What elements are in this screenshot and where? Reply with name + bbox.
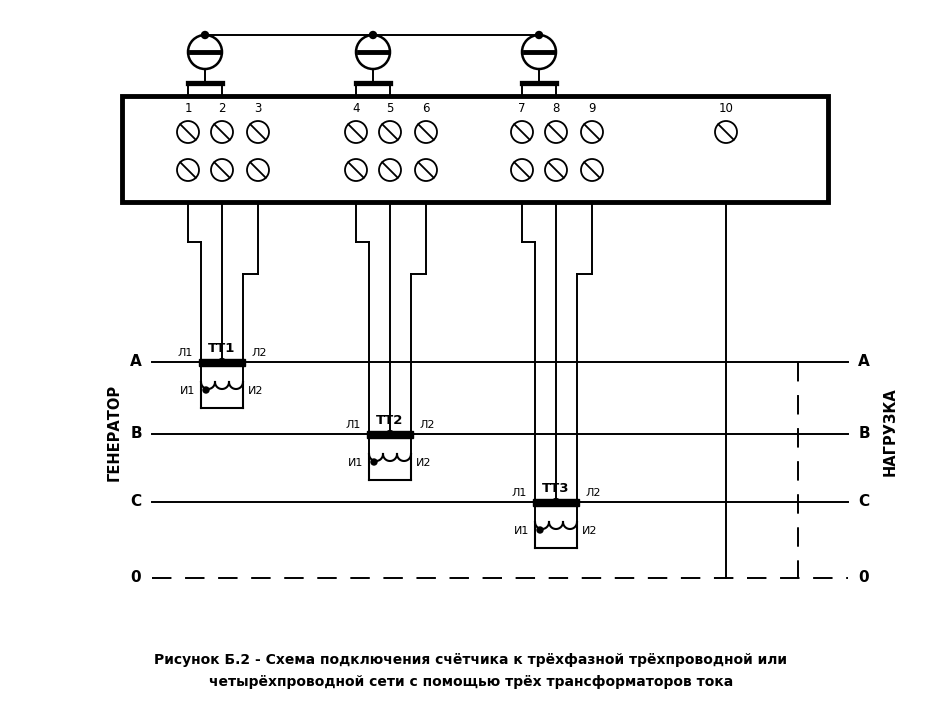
Text: ТТ1: ТТ1 (208, 342, 236, 355)
Text: 0: 0 (131, 571, 141, 585)
Text: Л2: Л2 (419, 420, 435, 430)
Text: 0: 0 (859, 571, 869, 585)
Circle shape (202, 31, 208, 39)
Text: 9: 9 (588, 103, 595, 116)
Text: НАГРУЗКА: НАГРУЗКА (883, 387, 898, 476)
Text: 4: 4 (352, 103, 360, 116)
Text: B: B (858, 427, 869, 441)
Text: Л1: Л1 (346, 420, 361, 430)
Circle shape (535, 31, 543, 39)
Text: 5: 5 (386, 103, 394, 116)
Text: ТТ3: ТТ3 (543, 483, 570, 496)
Text: 7: 7 (518, 103, 526, 116)
Text: 1: 1 (185, 103, 192, 116)
Text: ГЕНЕРАТОР: ГЕНЕРАТОР (106, 384, 122, 480)
Text: И2: И2 (582, 526, 598, 536)
Circle shape (386, 430, 394, 438)
Text: 8: 8 (552, 103, 560, 116)
Circle shape (219, 358, 225, 365)
Text: 10: 10 (719, 103, 734, 116)
Text: 3: 3 (254, 103, 262, 116)
Text: И1: И1 (180, 386, 196, 396)
Text: И2: И2 (416, 458, 431, 468)
Bar (533, 499, 579, 505)
Text: C: C (858, 494, 869, 510)
Bar (122, 96, 828, 202)
Text: ТТ2: ТТ2 (376, 414, 404, 427)
Text: И1: И1 (349, 458, 364, 468)
Text: четырёхпроводной сети с помощью трёх трансформаторов тока: четырёхпроводной сети с помощью трёх тра… (209, 675, 733, 689)
Text: A: A (858, 355, 869, 370)
Text: C: C (130, 494, 141, 510)
Bar (367, 430, 413, 438)
Text: A: A (130, 355, 142, 370)
Circle shape (369, 31, 377, 39)
Text: B: B (130, 427, 142, 441)
Text: Л1: Л1 (512, 488, 527, 498)
Circle shape (203, 387, 209, 393)
Text: Л2: Л2 (585, 488, 601, 498)
Text: Л2: Л2 (252, 348, 267, 358)
Text: Рисунок Б.2 - Схема подключения счётчика к трёхфазной трёхпроводной или: Рисунок Б.2 - Схема подключения счётчика… (154, 653, 788, 667)
Circle shape (371, 459, 377, 465)
Text: Л1: Л1 (177, 348, 193, 358)
Text: И2: И2 (249, 386, 264, 396)
Bar (199, 358, 245, 365)
Circle shape (553, 499, 560, 505)
Text: И1: И1 (514, 526, 529, 536)
Circle shape (537, 527, 543, 533)
Text: 2: 2 (219, 103, 226, 116)
Text: 6: 6 (422, 103, 430, 116)
